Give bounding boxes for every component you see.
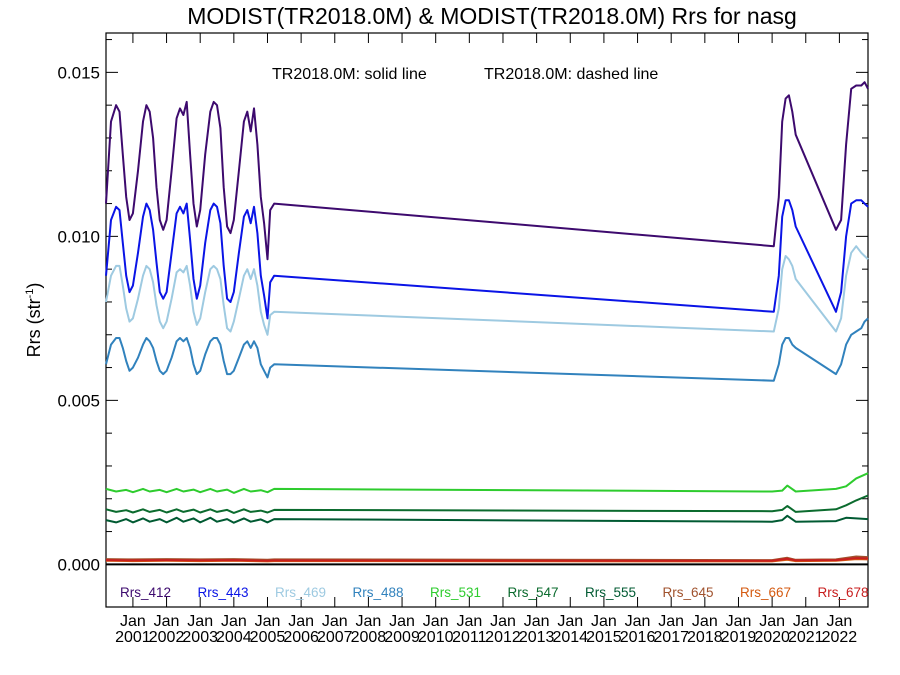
x-tick-label-year: 2013 — [519, 629, 555, 646]
x-tick-label-year: 2002 — [149, 629, 185, 646]
x-tick-label-year: 2021 — [788, 629, 824, 646]
series-line-rrs-547 — [105, 494, 869, 514]
x-tick-label-month: Jan — [356, 613, 382, 630]
x-tick-label-month: Jan — [591, 613, 617, 630]
y-tick-label: 0.005 — [57, 391, 100, 410]
legend: Rrs_412 Rrs_443 Rrs_469 Rrs_488 Rrs_531 Rrs_5… — [120, 585, 869, 600]
series-line-rrs-412 — [105, 81, 869, 261]
legend-label-rrs-678: Rrs_678 — [818, 585, 869, 600]
series-layer — [105, 81, 869, 563]
x-tick-label-month: Jan — [625, 613, 651, 630]
y-axis-label-main: Rrs (str — [24, 298, 44, 357]
y-tick-label: 0.010 — [57, 227, 100, 246]
x-tick-label-month: Jan — [726, 613, 752, 630]
x-tick-label-year: 2014 — [552, 629, 588, 646]
x-tick-label-month: Jan — [221, 613, 247, 630]
x-tick-label-month: Jan — [389, 613, 415, 630]
x-tick-label-month: Jan — [456, 613, 482, 630]
legend-label-rrs-469: Rrs_469 — [275, 585, 326, 600]
x-tick-label-year: 2020 — [754, 629, 790, 646]
series-line-rrs-678 — [105, 557, 869, 562]
x-tick-label-month: Jan — [759, 613, 785, 630]
x-axis: Jan2001Jan2002Jan2003Jan2004Jan2005Jan20… — [115, 33, 857, 646]
legend-label-rrs-412: Rrs_412 — [120, 585, 171, 600]
x-tick-label-month: Jan — [827, 613, 853, 630]
x-tick-label-year: 2005 — [250, 629, 286, 646]
x-tick-label-month: Jan — [524, 613, 550, 630]
legend-label-rrs-547: Rrs_547 — [508, 585, 559, 600]
x-tick-label-year: 2006 — [283, 629, 319, 646]
y-axis-label-close: ) — [24, 283, 44, 289]
chart-title: MODIST(TR2018.0M) & MODIST(TR2018.0M) Rr… — [187, 3, 797, 29]
x-tick-label-year: 2018 — [687, 629, 723, 646]
x-tick-label-month: Jan — [187, 613, 213, 630]
x-tick-label-month: Jan — [154, 613, 180, 630]
x-tick-label-year: 2004 — [216, 629, 252, 646]
legend-label-rrs-488: Rrs_488 — [353, 585, 404, 600]
y-tick-label: 0.000 — [57, 555, 100, 574]
legend-label-rrs-667: Rrs_667 — [740, 585, 791, 600]
series-line-rrs-488 — [105, 317, 869, 382]
x-tick-label-year: 2009 — [384, 629, 420, 646]
x-tick-label-year: 2012 — [485, 629, 521, 646]
x-tick-label-month: Jan — [255, 613, 281, 630]
x-tick-label-month: Jan — [557, 613, 583, 630]
series-line-rrs-531 — [105, 472, 869, 494]
y-axis-label-sup: -1 — [24, 289, 36, 299]
x-tick-label-year: 2017 — [653, 629, 689, 646]
x-tick-label-year: 2016 — [620, 629, 656, 646]
plot-frame — [105, 32, 869, 608]
x-tick-label-year: 2019 — [721, 629, 757, 646]
legend-label-rrs-555: Rrs_555 — [585, 585, 636, 600]
x-tick-label-month: Jan — [288, 613, 314, 630]
y-axis-label: Rrs (str-1) — [24, 283, 44, 358]
x-tick-label-year: 2008 — [351, 629, 387, 646]
y-tick-label: 0.015 — [57, 63, 100, 82]
annotation-solid: TR2018.0M: solid line — [272, 66, 427, 83]
legend-label-rrs-443: Rrs_443 — [198, 585, 249, 600]
series-line-rrs-443 — [105, 199, 869, 320]
y-axis: 0.000 0.005 0.010 0.015 — [57, 39, 868, 574]
x-tick-label-year: 2003 — [182, 629, 218, 646]
x-tick-label-year: 2001 — [115, 629, 151, 646]
x-tick-label-year: 2010 — [418, 629, 454, 646]
x-tick-label-month: Jan — [658, 613, 684, 630]
x-tick-label-month: Jan — [322, 613, 348, 630]
x-tick-label-month: Jan — [423, 613, 449, 630]
x-tick-label-year: 2011 — [452, 629, 487, 646]
legend-label-rrs-645: Rrs_645 — [663, 585, 714, 600]
annotation-dashed: TR2018.0M: dashed line — [484, 66, 658, 83]
legend-label-rrs-531: Rrs_531 — [430, 585, 481, 600]
series-line-rrs-469 — [105, 245, 869, 336]
x-tick-label-month: Jan — [490, 613, 516, 630]
x-tick-label-year: 2022 — [822, 629, 858, 646]
x-tick-label-month: Jan — [120, 613, 146, 630]
series-line-rrs-555 — [105, 514, 869, 524]
x-tick-label-month: Jan — [793, 613, 819, 630]
x-tick-label-month: Jan — [692, 613, 718, 630]
x-tick-label-year: 2007 — [317, 629, 353, 646]
x-tick-label-year: 2015 — [586, 629, 622, 646]
